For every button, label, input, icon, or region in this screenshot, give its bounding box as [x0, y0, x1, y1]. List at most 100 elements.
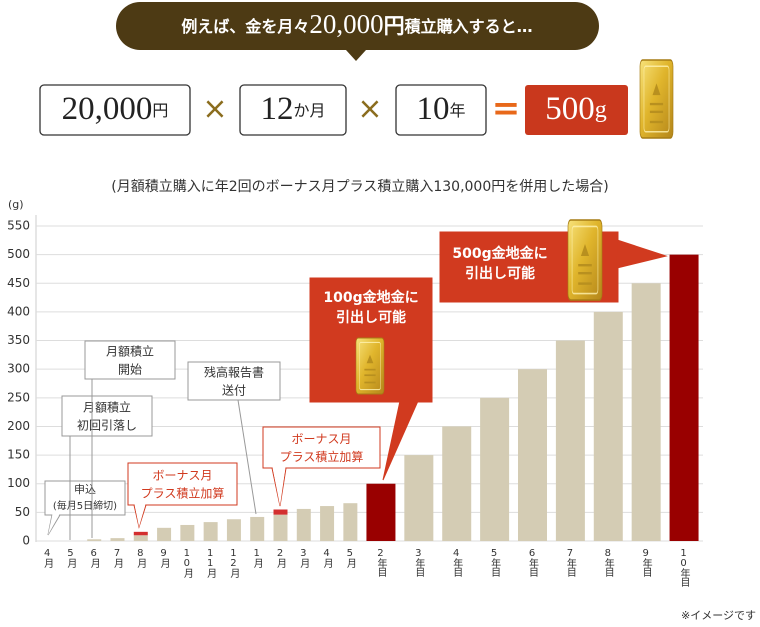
callout-text: ボーナス月	[152, 469, 212, 483]
bars: 4月 5月 6月 7月 8月 9月 10月 11月 12月 1月 2月 3月 4月 5月 2年目 3年目 4年目…	[42, 254, 699, 587]
bar	[250, 516, 265, 541]
bar	[157, 527, 172, 541]
term-unit: 円	[152, 101, 168, 120]
bar	[273, 514, 288, 541]
callout-box	[44, 480, 126, 516]
x-tick-label: 6年目	[527, 548, 539, 577]
bar	[133, 535, 148, 541]
callout-text: 引出し可能	[465, 265, 535, 282]
term-unit: か月	[293, 101, 325, 120]
callout-text: プラス積立加算	[280, 449, 364, 464]
y-tick-label: 100	[7, 476, 30, 490]
callout-text: (毎月5日締切)	[53, 499, 117, 512]
gold-bar-icon	[356, 338, 384, 394]
callout-text: プラス積立加算	[141, 486, 225, 501]
term-box	[395, 84, 487, 136]
banner-text: 例えば、金を月々20,000円積立購入すると…	[181, 9, 532, 39]
callout-text: 初回引落し	[77, 419, 137, 433]
term-number: 12	[260, 91, 293, 127]
callout-tail-cover	[616, 240, 666, 268]
bar	[404, 455, 434, 541]
bar	[203, 522, 218, 541]
x-tick-label: 3年目	[413, 548, 425, 577]
bar	[180, 524, 195, 541]
y-tick-label: 300	[7, 362, 30, 376]
y-tick-label: 350	[7, 333, 30, 347]
term: 20,000円	[62, 91, 169, 127]
x-tick-label: 5月	[65, 548, 77, 569]
bar	[442, 426, 472, 541]
term-number: 10	[416, 91, 449, 127]
y-tick-label: 500	[7, 247, 30, 261]
x-tick-label: 4月	[321, 548, 333, 569]
callout-text: 引出し可能	[336, 309, 406, 326]
callout-text: 開始	[118, 363, 142, 377]
result-number: 500	[545, 91, 595, 127]
x-tick-label: 7年目	[564, 548, 576, 577]
y-tick-label: 150	[7, 448, 30, 462]
x-tick-label: 2月	[275, 548, 287, 569]
callout-text: 月額積立	[83, 400, 131, 415]
x-tick-label: 10年目	[678, 548, 690, 587]
x-tick-label: 11月	[205, 548, 217, 579]
y-tick-label: 50	[15, 505, 30, 519]
x-tick-label: 5月	[344, 548, 356, 569]
y-tick-label: 0	[22, 534, 30, 548]
term-box	[239, 84, 347, 136]
callout-box	[61, 395, 153, 437]
times-sign: ×	[202, 92, 227, 127]
callout-text: 500g金地金に	[452, 245, 547, 262]
x-tick-label: 8月	[135, 548, 147, 569]
callout-text: 月額積立	[106, 344, 154, 359]
x-tick-label: 1月	[251, 548, 263, 569]
y-tick-label: 450	[7, 276, 30, 290]
banner	[116, 2, 599, 61]
term: 12か月	[260, 91, 325, 127]
gold-bar-icon	[568, 220, 602, 300]
bar	[296, 508, 311, 541]
leader-line	[237, 399, 257, 515]
callout-text: 残高報告書	[204, 365, 264, 380]
callout-tail-cover	[134, 504, 146, 527]
result-unit: g	[595, 97, 607, 123]
x-tick-label: 10月	[181, 548, 193, 579]
gold-bar-icon	[640, 60, 673, 138]
x-tick-label: 2年目	[375, 548, 387, 577]
callout-text: 100g金地金に	[323, 289, 418, 306]
banner-suffix: 積立購入すると…	[404, 17, 533, 36]
y-unit: (g)	[8, 198, 24, 211]
bar	[669, 254, 699, 542]
bar	[555, 340, 585, 541]
banner-amount: 20,000	[309, 9, 383, 39]
result-box	[525, 85, 628, 135]
callout-tail-cover	[48, 514, 60, 535]
bar	[518, 369, 547, 541]
bonus-segment	[133, 531, 148, 536]
callout-box	[187, 361, 281, 401]
x-tick-label: 7月	[112, 548, 124, 569]
x-tick-label: 4年目	[451, 548, 463, 577]
x-tick-label: 9年目	[640, 548, 652, 577]
callout-box	[84, 340, 176, 380]
bar	[110, 538, 125, 541]
callout-tail-cover	[272, 467, 286, 506]
x-tick-label: 4月	[42, 548, 54, 569]
bar	[480, 397, 510, 541]
callout-box	[262, 426, 381, 469]
y-tick-label: 400	[7, 304, 30, 318]
times-sign: ×	[357, 92, 382, 127]
x-tick-label: 12月	[228, 548, 240, 579]
x-tick-label: 9月	[158, 548, 170, 569]
equals-sign: =	[492, 89, 521, 129]
callout-tail-cover	[383, 400, 418, 480]
callout-text: 送付	[222, 383, 246, 398]
y-tick-label: 250	[7, 390, 30, 404]
x-tick-label: 5年目	[489, 548, 501, 577]
x-tick-label: 3月	[298, 548, 310, 569]
banner-unit: 円	[384, 14, 405, 38]
banner-prefix: 例えば、金を月々	[181, 17, 309, 36]
bar	[631, 283, 661, 541]
